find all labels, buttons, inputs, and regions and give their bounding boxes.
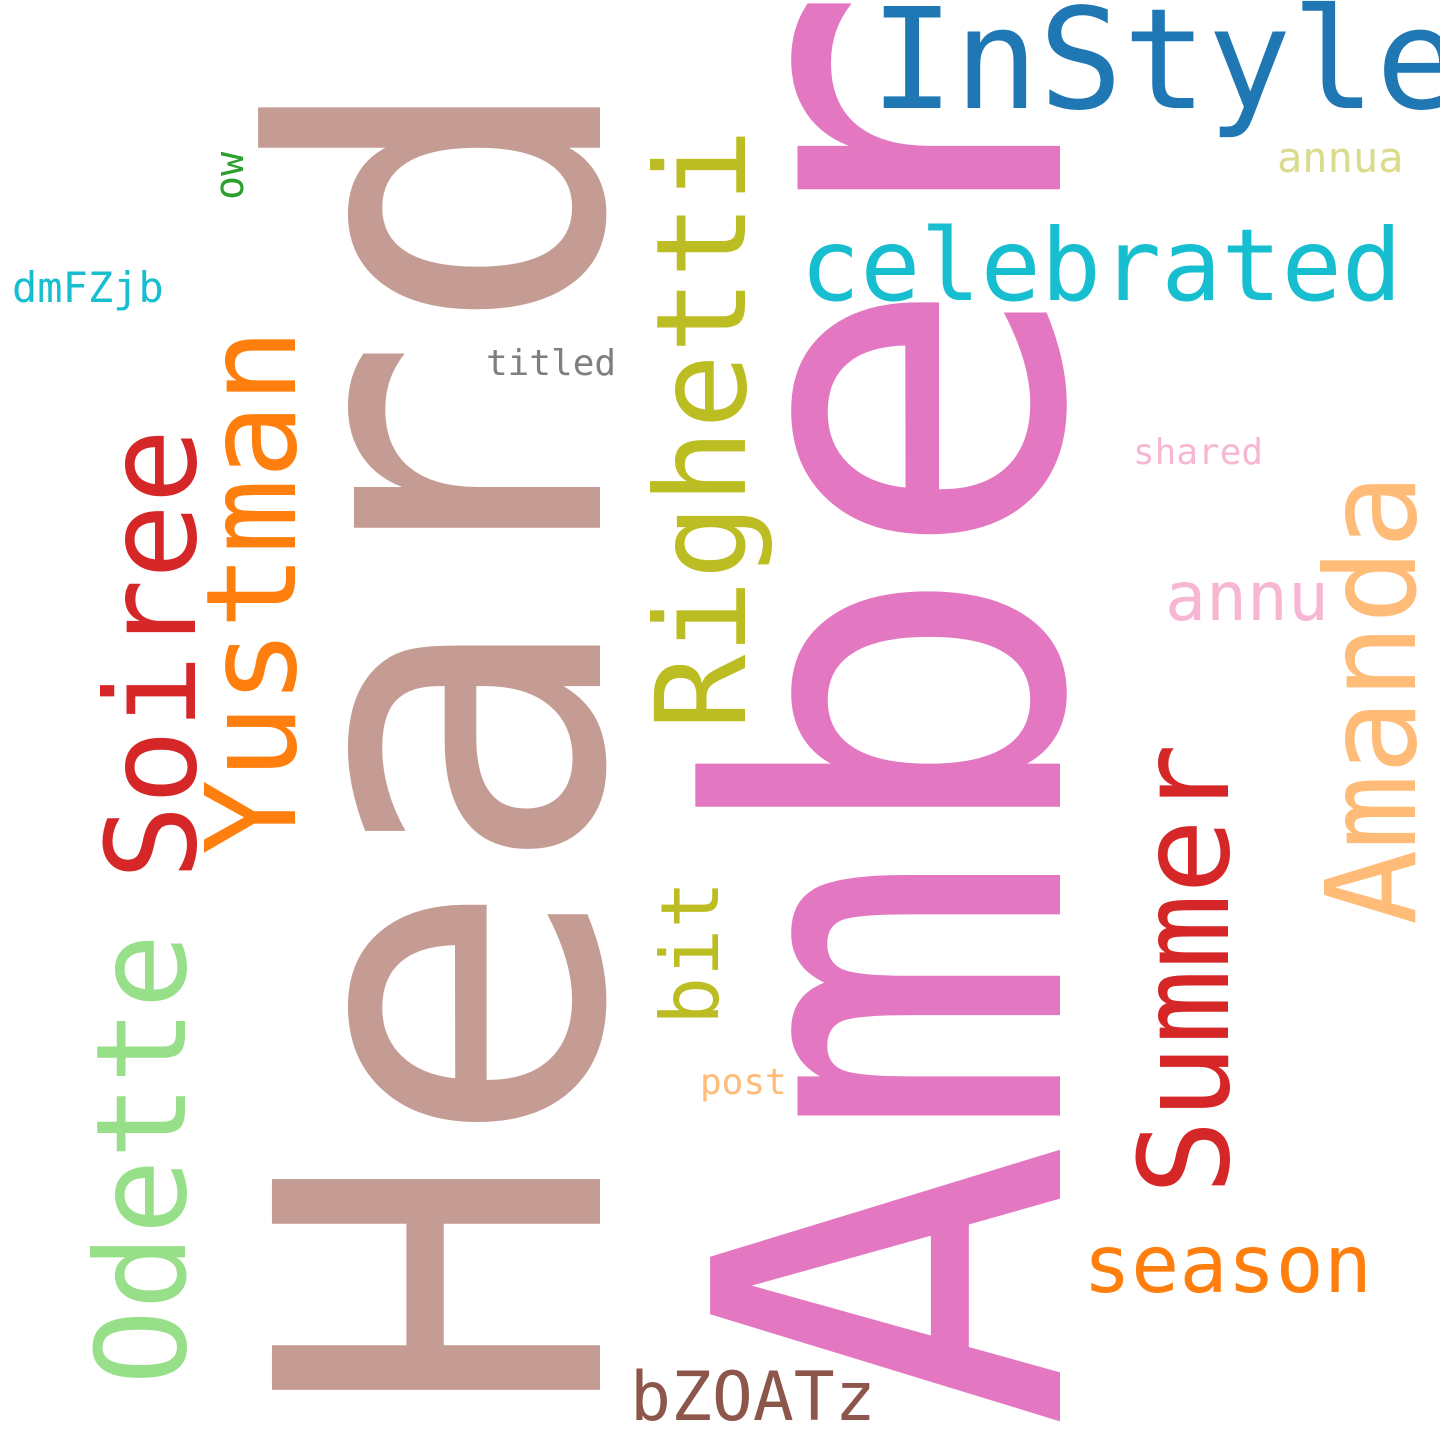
word-shared: shared bbox=[1133, 432, 1263, 473]
word-yustman: Yustman bbox=[180, 328, 325, 855]
word-instyle: InStyle bbox=[870, 0, 1440, 142]
word-annua: annua bbox=[1277, 133, 1403, 182]
word-amanda: Amanda bbox=[1300, 473, 1440, 925]
word-dmfzjb: dmFZjb bbox=[12, 263, 164, 312]
word-summer: Summer bbox=[1113, 743, 1258, 1195]
word-titled: titled bbox=[486, 343, 616, 384]
word-soiree: Soiree bbox=[80, 428, 225, 880]
word-season: season bbox=[1083, 1218, 1372, 1311]
word-ow: ow bbox=[207, 151, 253, 200]
word-post: post bbox=[700, 1062, 787, 1103]
word-righetti: Righetti bbox=[630, 128, 775, 730]
word-annu: annu bbox=[1165, 558, 1329, 637]
word-bzoatz: bZOATz bbox=[630, 1358, 876, 1437]
word-amber: Amber bbox=[615, 0, 1174, 1430]
word-bit: bit bbox=[644, 881, 737, 1026]
word-heard: Heard bbox=[183, 65, 707, 1420]
word-odette: Odette bbox=[70, 933, 215, 1385]
word-celebrated: celebrated bbox=[800, 207, 1402, 324]
